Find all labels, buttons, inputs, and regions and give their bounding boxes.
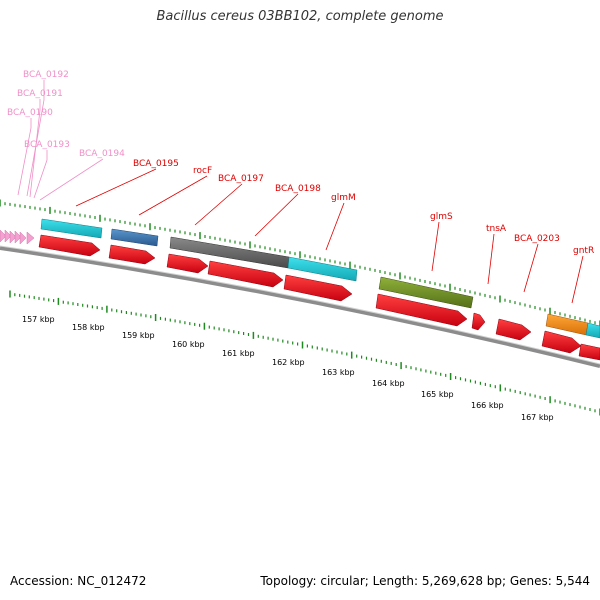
gene-glms-feature[interactable] [378, 276, 474, 309]
gene-label: BCA_0191 [17, 89, 63, 99]
scale-label: 158 kbp [72, 323, 105, 332]
map-title: Bacillus cereus 03BB102, complete genome [156, 9, 444, 24]
gene-label: tnsA [486, 224, 507, 234]
scale-label: 164 kbp [372, 379, 405, 388]
cds-gntr[interactable] [541, 330, 582, 354]
pink-arrow-cluster [0, 229, 35, 245]
cds-glmm[interactable] [283, 274, 353, 302]
leader-bca-0203 [523, 243, 539, 293]
gene-label: BCA_0195 [133, 159, 179, 169]
scale-label: 163 kbp [322, 368, 355, 377]
genome-backbone [0, 246, 600, 368]
cds-track [38, 234, 600, 361]
cds-bca-0198[interactable] [207, 260, 284, 288]
scale-label: 159 kbp [122, 331, 155, 340]
cds-glms[interactable] [375, 293, 468, 327]
cds-bca-0195[interactable] [38, 234, 101, 257]
scale-tick-track [9, 290, 600, 416]
leader-bca-0195 [75, 168, 157, 207]
leader-bca-0197 [194, 183, 243, 226]
outer-tick-track [0, 199, 600, 328]
gene-bca-0195-feature[interactable] [40, 218, 103, 239]
leader-tnsa [487, 233, 495, 285]
scale-label: 160 kbp [172, 340, 205, 349]
scale-label: 167 kbp [521, 413, 554, 422]
gene-label: glmS [430, 212, 453, 222]
gene-label: BCA_0193 [24, 140, 70, 150]
gene-label: BCA_0192 [23, 70, 69, 80]
leader-glms [431, 221, 440, 272]
cds-edge[interactable] [578, 343, 600, 361]
gene-label: rocF [193, 166, 212, 176]
leader-gntr [571, 255, 584, 304]
genome-summary-text: Topology: circular; Length: 5,269,628 bp… [260, 574, 590, 588]
leader-glmm [325, 202, 345, 251]
leader-bca-0193 [33, 150, 48, 199]
cds-bca-0197[interactable] [166, 253, 209, 274]
leader-bca-0198 [254, 193, 299, 237]
leader-bca-0192 [26, 80, 45, 197]
gene-label: BCA_0190 [7, 108, 53, 118]
scale-labels: 157 kbp 158 kbp 159 kbp 160 kbp 161 kbp … [22, 315, 554, 422]
gene-label: glmM [331, 193, 356, 203]
cds-tnsa[interactable] [471, 312, 486, 331]
scale-label: 165 kbp [421, 390, 454, 399]
gene-label: BCA_0198 [275, 184, 321, 194]
gene-label: gntR [573, 246, 594, 256]
gene-label: BCA_0194 [79, 149, 125, 159]
gene-glmm-feature[interactable] [287, 256, 358, 282]
leader-bca-0194 [39, 158, 104, 201]
scale-label: 157 kbp [22, 315, 55, 324]
genome-backbone-highlight [0, 245, 600, 365]
scale-label: 166 kbp [471, 401, 504, 410]
gene-track [40, 218, 600, 339]
accession-text: Accession: NC_012472 [10, 574, 147, 588]
cds-bca-0203[interactable] [495, 318, 532, 341]
leader-rocf [138, 175, 208, 216]
gene-gntr-feature[interactable] [545, 313, 589, 336]
cds-rocf[interactable] [108, 244, 156, 265]
leader-bca-0191 [29, 99, 41, 198]
scale-label: 161 kbp [222, 349, 255, 358]
gene-rocf-feature[interactable] [110, 228, 159, 247]
leader-bca-0190 [17, 118, 32, 196]
gene-labels: BCA_0192 BCA_0191 BCA_0190 BCA_0193 BCA_… [7, 70, 594, 256]
gene-label: BCA_0203 [514, 234, 560, 244]
gene-label: BCA_0197 [218, 174, 264, 184]
gene-edge-feature[interactable] [585, 322, 600, 339]
scale-label: 162 kbp [272, 358, 305, 367]
label-leader-lines [17, 80, 584, 304]
